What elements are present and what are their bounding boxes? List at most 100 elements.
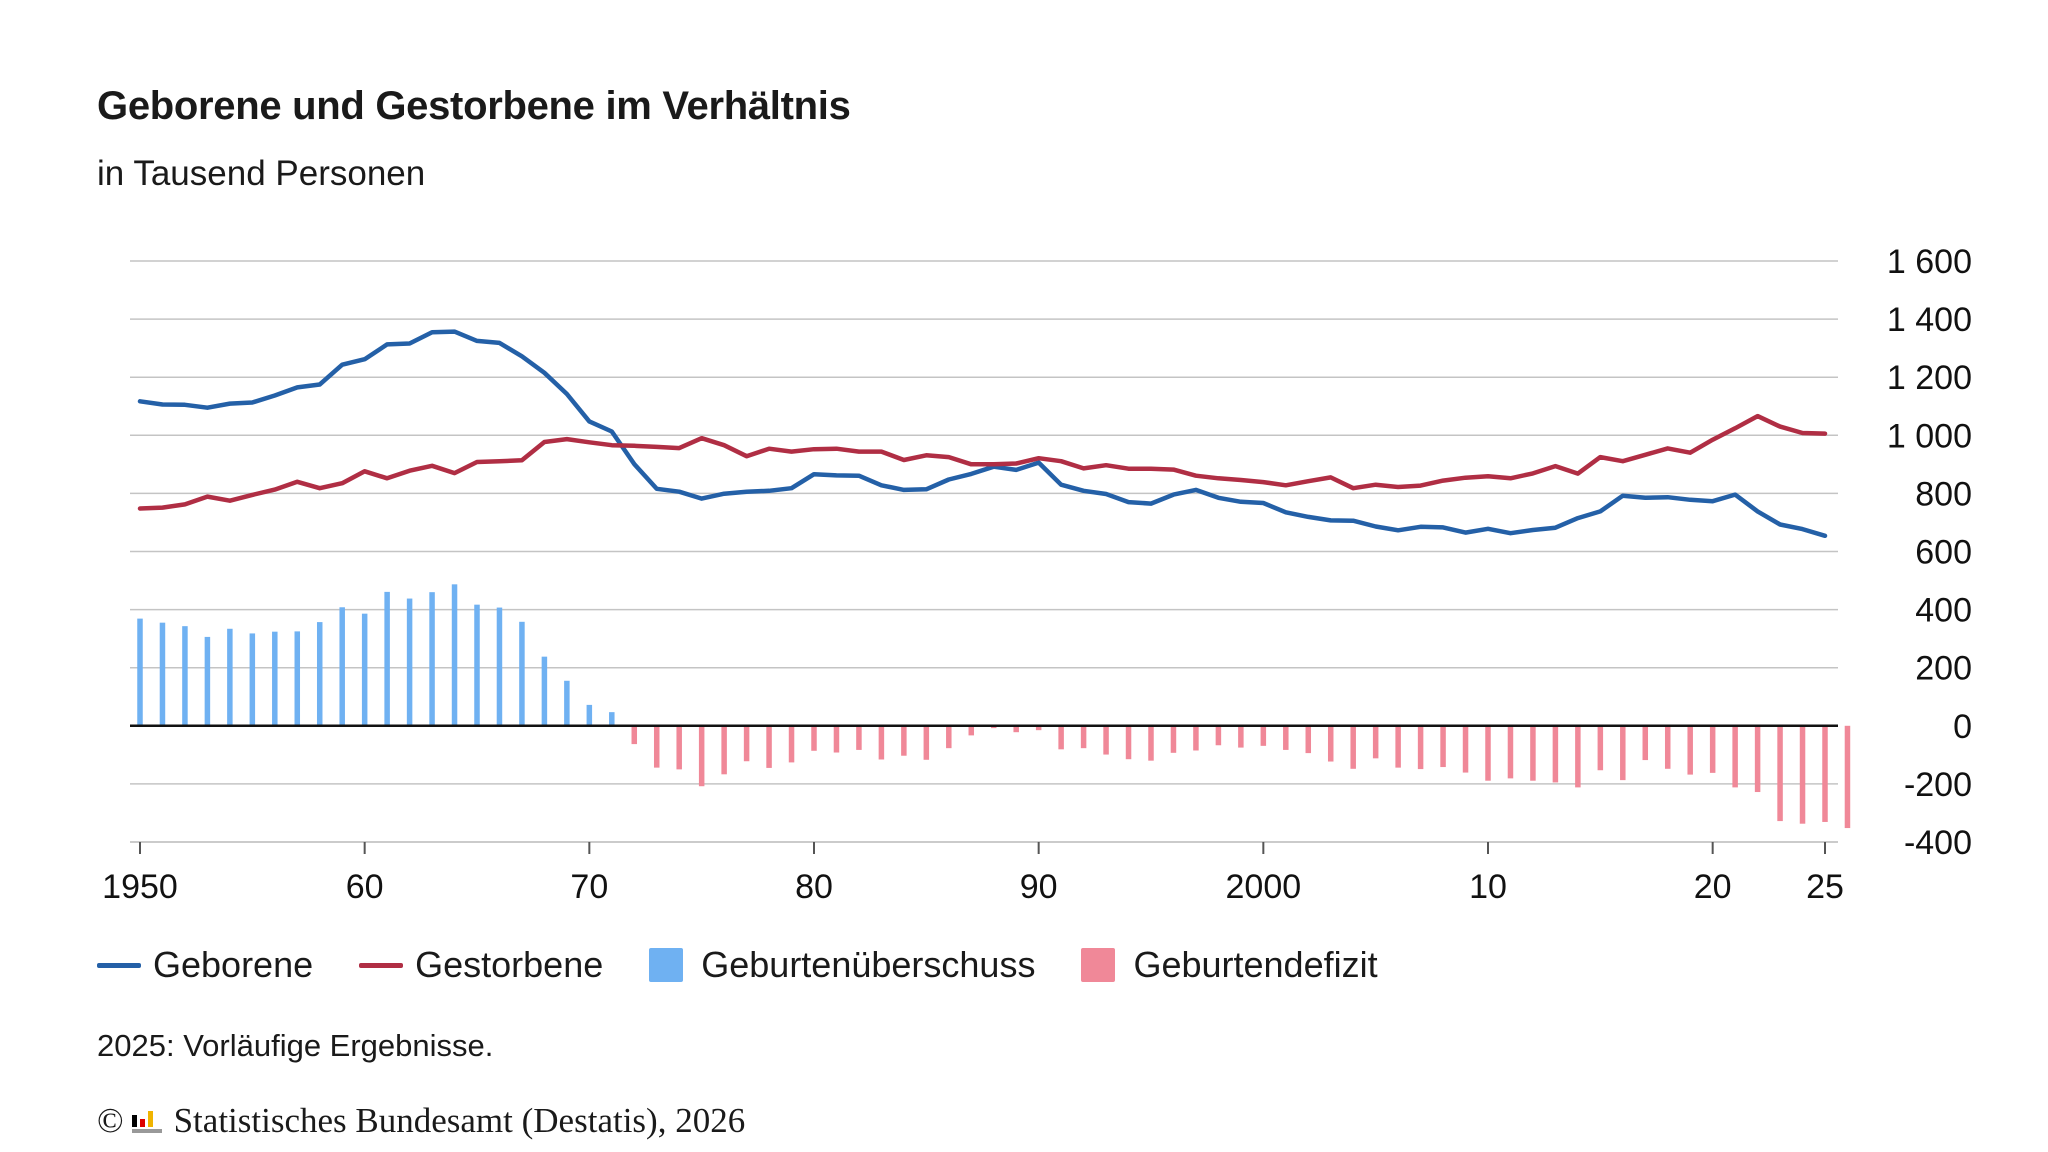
copyright-symbol: ©	[97, 1101, 124, 1140]
deficit-bar	[1058, 725, 1064, 750]
deficit-bar	[631, 725, 638, 745]
y-tick-label: 200	[1915, 650, 1972, 688]
deficit-bar	[1103, 725, 1109, 755]
deficit-bar	[766, 725, 772, 768]
surplus-bar	[227, 628, 233, 726]
grid-lines	[130, 260, 1838, 843]
chart-subtitle: in Tausend Personen	[97, 154, 426, 193]
y-tick-label: 600	[1915, 534, 1972, 572]
deficit-bar	[1732, 725, 1738, 788]
surplus-bar	[339, 607, 345, 726]
deficit-bar	[1080, 725, 1087, 749]
surplus-bar	[159, 622, 166, 726]
deficit-bar	[698, 725, 705, 787]
legend-label-gestorbene: Gestorbene	[415, 944, 604, 985]
legend-item-gestorbene: Gestorbene	[359, 944, 603, 986]
legend-item-geburtenueberschuss: Geburtenüberschuss	[649, 944, 1035, 986]
deficit-bar	[1822, 725, 1828, 822]
surplus-bar	[564, 680, 570, 726]
surplus-bar	[519, 621, 525, 726]
surplus-bar	[182, 626, 188, 726]
deficit-bar	[1552, 725, 1559, 783]
deficit-bar	[1350, 725, 1356, 769]
legend-swatch-geborene	[97, 962, 141, 968]
legend-item-geburtendefizit: Geburtendefizit	[1081, 944, 1378, 986]
deficit-bar	[1642, 725, 1649, 761]
deficit-bar	[1507, 725, 1514, 779]
y-tick-label: -200	[1904, 766, 1972, 804]
y-tick-label: 1 200	[1887, 359, 1972, 397]
deficit-bar	[923, 725, 930, 760]
surplus-bar	[451, 584, 458, 726]
deficit-bar	[1709, 725, 1716, 773]
deficit-bar	[901, 725, 907, 756]
source-text: Statistisches Bundesamt (Destatis), 2026	[173, 1101, 746, 1140]
destatis-logo-icon	[131, 1111, 162, 1133]
surplus-bar	[204, 636, 211, 726]
deficit-bar	[1283, 725, 1289, 750]
x-tick-label: 1950	[102, 868, 178, 900]
deficit-bar	[1260, 725, 1267, 746]
deficit-bar	[856, 725, 862, 750]
deficit-bar	[1777, 725, 1783, 822]
deficit-bar	[1125, 725, 1132, 760]
surplus-bar	[294, 631, 301, 726]
deficit-bar	[878, 725, 885, 760]
deficit-bar	[721, 725, 727, 775]
deficit-bar	[1799, 725, 1806, 824]
chart-title: Geborene und Gestorbene im Verhältnis	[97, 84, 851, 128]
deficit-bar	[1170, 725, 1177, 753]
deficit-bar	[833, 725, 840, 753]
deficit-bar	[1238, 725, 1244, 748]
y-tick-label: 1 400	[1887, 301, 1972, 339]
x-tick-label: 2000	[1226, 868, 1302, 900]
surplus-bar	[316, 622, 323, 726]
deficit-bar	[1530, 725, 1536, 781]
x-tick-label: 10	[1469, 868, 1507, 900]
deficit-bar	[1597, 725, 1604, 771]
deficit-bar	[1372, 725, 1379, 759]
surplus-bar	[496, 607, 503, 726]
surplus-bar	[406, 598, 413, 726]
footnote: 2025: Vorläufige Ergebnisse.	[97, 1028, 494, 1063]
x-tick-label: 80	[795, 868, 833, 900]
y-axis-labels: 1 600 1 400 1 200 1 000 800 600 400 200 0 -200 -40…	[1887, 243, 1972, 862]
legend-label-geborene: Geborene	[153, 944, 314, 985]
deficit-bar	[653, 725, 660, 768]
surplus-bar	[272, 631, 278, 726]
legend-swatch-geburtenueberschuss	[649, 948, 684, 982]
deficit-bar	[1485, 725, 1491, 781]
deficit-bar	[743, 725, 750, 762]
surplus-bar	[609, 712, 615, 726]
legend-swatch-geburtendefizit	[1081, 948, 1116, 982]
deficit-bar	[1664, 725, 1671, 769]
deficit-bar	[1305, 725, 1312, 754]
x-tick-label: 90	[1020, 868, 1058, 900]
y-tick-label: 0	[1953, 708, 1972, 746]
deficit-bar	[1395, 725, 1401, 768]
deficit-bar	[1575, 725, 1581, 788]
deficit-bar	[1035, 725, 1042, 731]
surplus-bar	[541, 656, 548, 726]
deficit-bar	[1193, 725, 1199, 751]
legend-swatch-gestorbene	[359, 962, 404, 968]
deficit-bar	[1462, 725, 1469, 773]
series-line-gestorbene	[137, 413, 1828, 511]
deficit-bar	[1417, 725, 1424, 770]
deficit-bar	[946, 725, 952, 749]
y-tick-label: 1 600	[1887, 243, 1972, 281]
surplus-bar	[249, 633, 256, 726]
x-tick-label: 60	[346, 868, 384, 900]
deficit-bar	[676, 725, 682, 770]
y-tick-label: -400	[1904, 824, 1972, 862]
legend-item-geborene: Geborene	[97, 944, 313, 986]
deficit-bar	[811, 725, 817, 751]
source-credit: © Statistisches Bundesamt (Destatis), 20…	[97, 1101, 745, 1141]
deficit-bar	[968, 725, 975, 736]
surplus-bar	[137, 618, 143, 726]
y-tick-label: 1 000	[1887, 417, 1972, 455]
deficit-bar	[1148, 725, 1154, 761]
deficit-bar	[1327, 725, 1334, 762]
deficit-bar	[1013, 725, 1019, 733]
